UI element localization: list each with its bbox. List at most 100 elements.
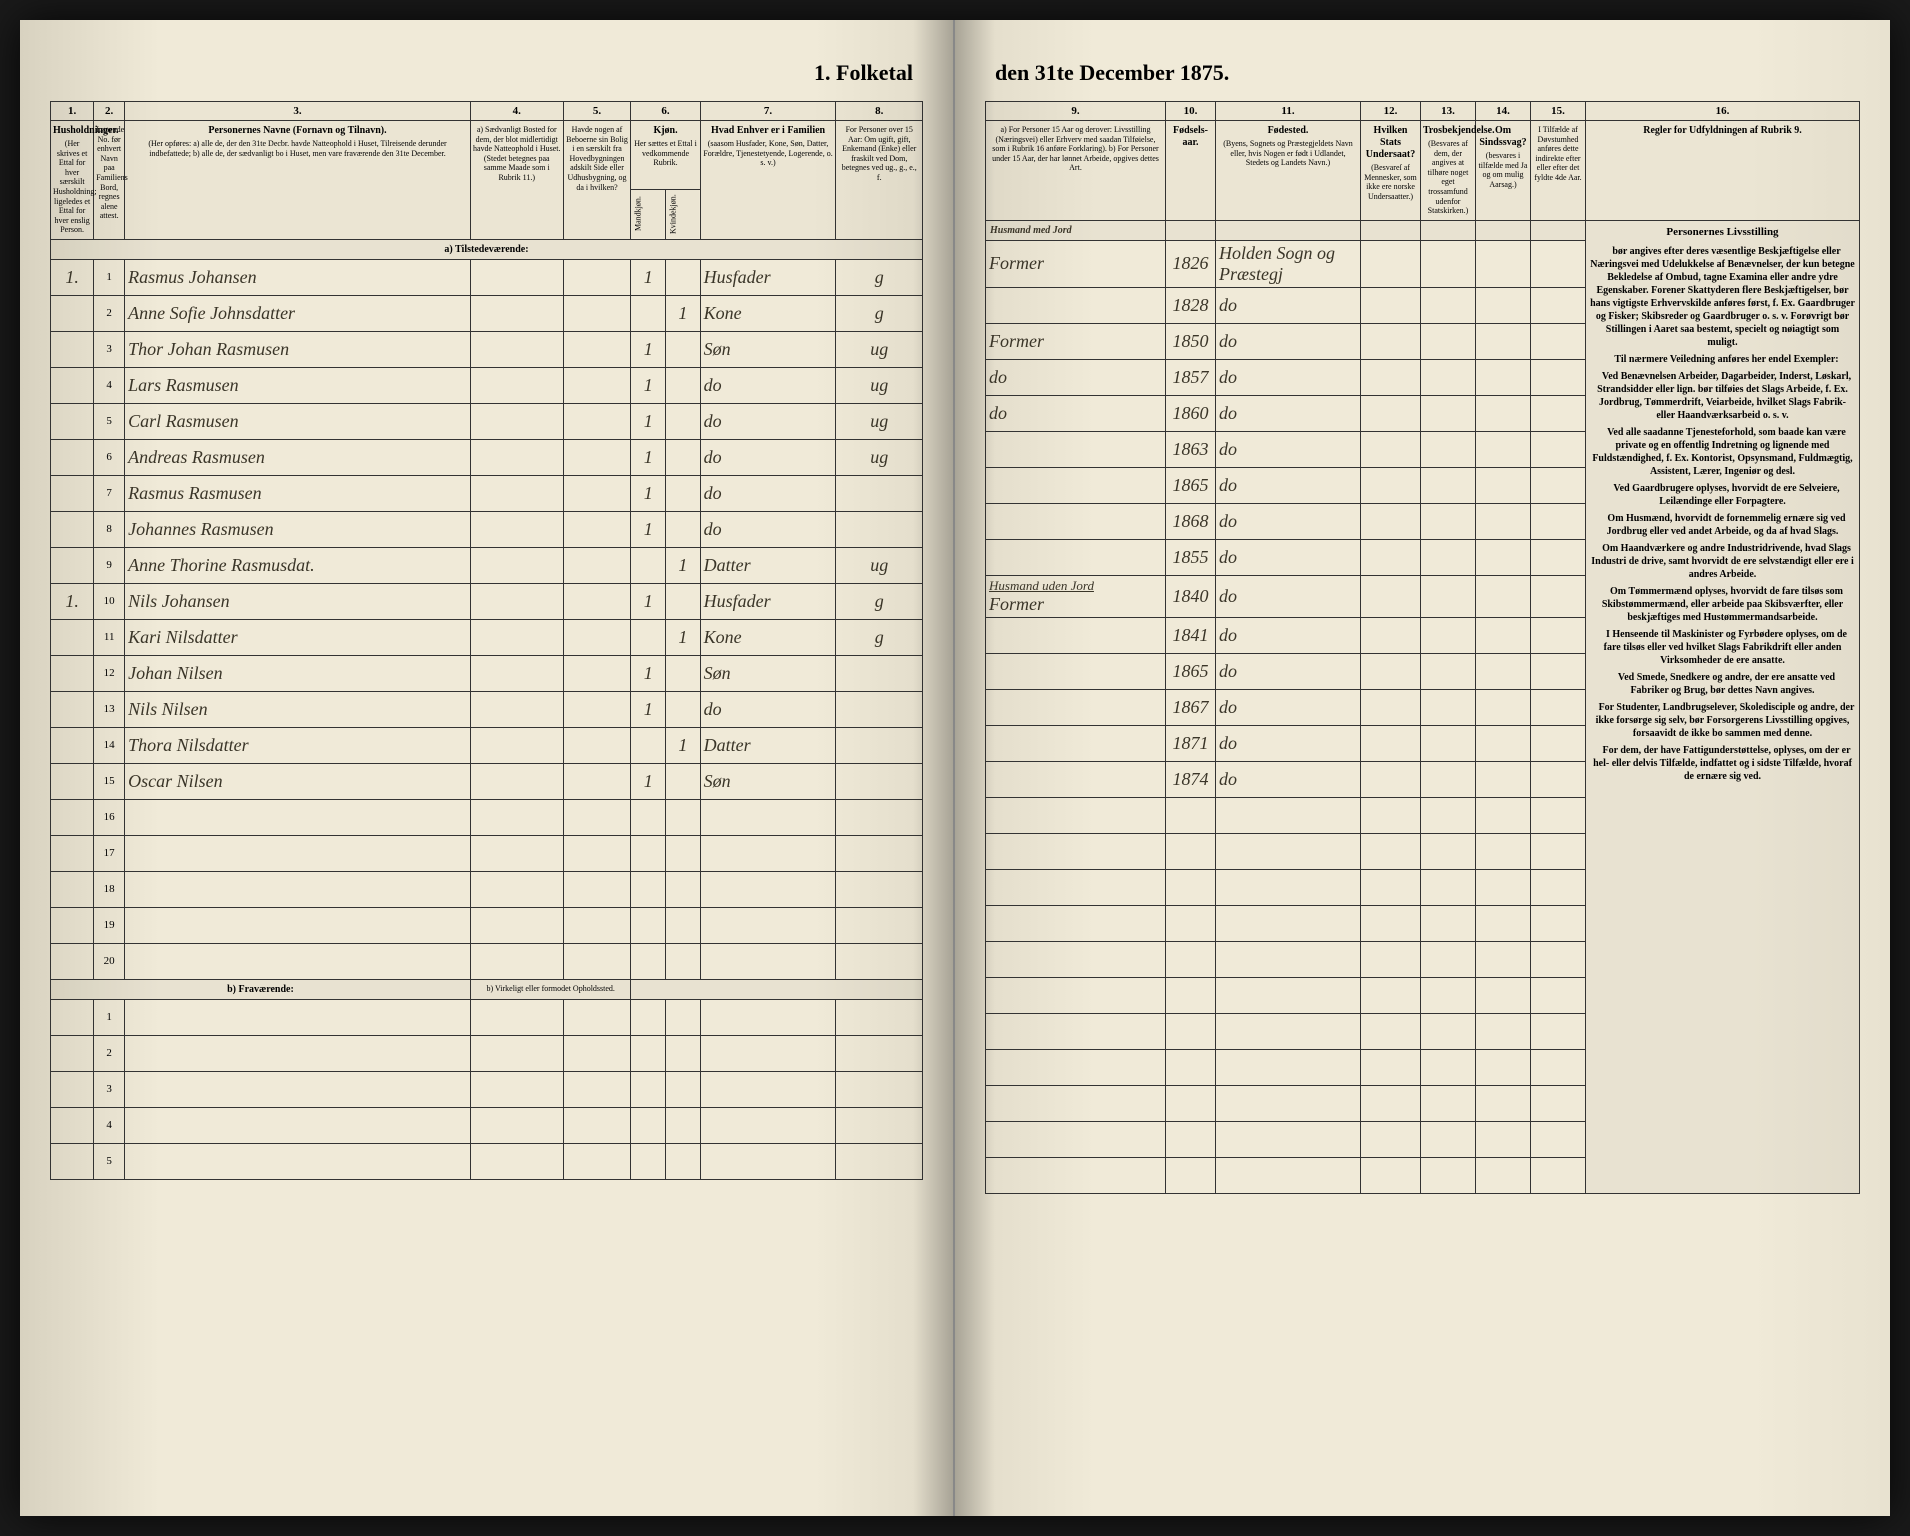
col12-cell	[1361, 240, 1421, 287]
female-mark	[666, 439, 701, 475]
birthplace: do	[1216, 653, 1361, 689]
male-mark: 1	[631, 583, 666, 619]
household-num	[51, 331, 94, 367]
birth-year: 1855	[1166, 539, 1216, 575]
table-row: 3	[51, 1071, 923, 1107]
col13-cell	[1421, 725, 1476, 761]
household-num	[51, 691, 94, 727]
col15-cell	[1531, 575, 1586, 617]
instructions-column: Personernes Livsstillingbør angives efte…	[1586, 220, 1860, 1193]
col14-cell	[1476, 359, 1531, 395]
table-row: 20	[51, 943, 923, 979]
row-num: 12	[94, 655, 125, 691]
col4-cell	[470, 259, 563, 295]
row-num: 6	[94, 439, 125, 475]
col13-cell	[1421, 395, 1476, 431]
female-mark	[666, 367, 701, 403]
person-name: Rasmus Johansen	[125, 259, 471, 295]
col5-cell	[563, 403, 631, 439]
col5-cell	[563, 259, 631, 295]
civil-status: g	[836, 619, 923, 655]
col15-cell	[1531, 653, 1586, 689]
birthplace: do	[1216, 395, 1361, 431]
col13-cell	[1421, 323, 1476, 359]
civil-status	[836, 511, 923, 547]
col13-cell	[1421, 539, 1476, 575]
col14-cell	[1476, 689, 1531, 725]
table-row: 15Oscar Nilsen1Søn	[51, 763, 923, 799]
female-mark: 1	[666, 547, 701, 583]
row-num: 11	[94, 619, 125, 655]
table-row: 2	[51, 1035, 923, 1071]
family-role: Kone	[700, 619, 836, 655]
col-7-num: 7.	[700, 102, 836, 121]
header-6a: Mandkjøn.	[631, 189, 666, 239]
birth-year: 1863	[1166, 431, 1216, 467]
occupation: Former	[986, 240, 1166, 287]
family-role: Datter	[700, 547, 836, 583]
col-4-num: 4.	[470, 102, 563, 121]
birth-year: 1840	[1166, 575, 1216, 617]
col5-cell	[563, 619, 631, 655]
civil-status	[836, 655, 923, 691]
col13-cell	[1421, 653, 1476, 689]
person-name: Thora Nilsdatter	[125, 727, 471, 763]
birth-year: 1850	[1166, 323, 1216, 359]
col5-cell	[563, 547, 631, 583]
col5-cell	[563, 727, 631, 763]
header-12: Hvilken Stats Undersaat? (Besvareſ af Me…	[1361, 121, 1421, 221]
family-role: Husfader	[700, 583, 836, 619]
household-num: 1.	[51, 583, 94, 619]
birthplace: Holden Sogn og Præstegj	[1216, 240, 1361, 287]
col-12-num: 12.	[1361, 102, 1421, 121]
col12-cell	[1361, 431, 1421, 467]
header-1: Husholdninger. (Her skrives et Ettal for…	[51, 121, 94, 240]
occupation: Former	[986, 323, 1166, 359]
col-11-num: 11.	[1216, 102, 1361, 121]
col5-cell	[563, 439, 631, 475]
civil-status	[836, 475, 923, 511]
occupation	[986, 467, 1166, 503]
household-num	[51, 763, 94, 799]
table-row: 5	[51, 1143, 923, 1179]
birthplace: do	[1216, 539, 1361, 575]
birth-year: 1841	[1166, 617, 1216, 653]
household-num	[51, 367, 94, 403]
col15-cell	[1531, 240, 1586, 287]
family-role: Kone	[700, 295, 836, 331]
female-mark	[666, 511, 701, 547]
col14-cell	[1476, 761, 1531, 797]
table-row: 8Johannes Rasmusen1do	[51, 511, 923, 547]
page-title-left: 1. Folketal	[50, 60, 923, 86]
col15-cell	[1531, 323, 1586, 359]
col5-cell	[563, 511, 631, 547]
birth-year: 1867	[1166, 689, 1216, 725]
male-mark: 1	[631, 655, 666, 691]
household-num: 1.	[51, 259, 94, 295]
col12-cell	[1361, 689, 1421, 725]
col4-cell	[470, 331, 563, 367]
col15-cell	[1531, 761, 1586, 797]
occupation	[986, 725, 1166, 761]
family-role: Husfader	[700, 259, 836, 295]
header-16: Regler for Udfyldningen af Rubrik 9.	[1586, 121, 1860, 221]
table-row: 1.1Rasmus Johansen1Husfaderg	[51, 259, 923, 295]
occupation	[986, 653, 1166, 689]
birthplace: do	[1216, 503, 1361, 539]
census-ledger-book: 1. Folketal 1. 2. 3. 4. 5. 6. 7. 8.	[20, 20, 1890, 1516]
household-num	[51, 475, 94, 511]
civil-status: ug	[836, 403, 923, 439]
civil-status: ug	[836, 367, 923, 403]
col13-cell	[1421, 689, 1476, 725]
male-mark	[631, 547, 666, 583]
section-a-label: a) Tilstedeværende:	[51, 239, 923, 259]
birthplace: do	[1216, 689, 1361, 725]
male-mark	[631, 295, 666, 331]
table-row: 19	[51, 907, 923, 943]
household-num	[51, 295, 94, 331]
col15-cell	[1531, 539, 1586, 575]
civil-status: g	[836, 295, 923, 331]
table-row: 5Carl Rasmusen1doug	[51, 403, 923, 439]
col12-cell	[1361, 653, 1421, 689]
col14-cell	[1476, 503, 1531, 539]
